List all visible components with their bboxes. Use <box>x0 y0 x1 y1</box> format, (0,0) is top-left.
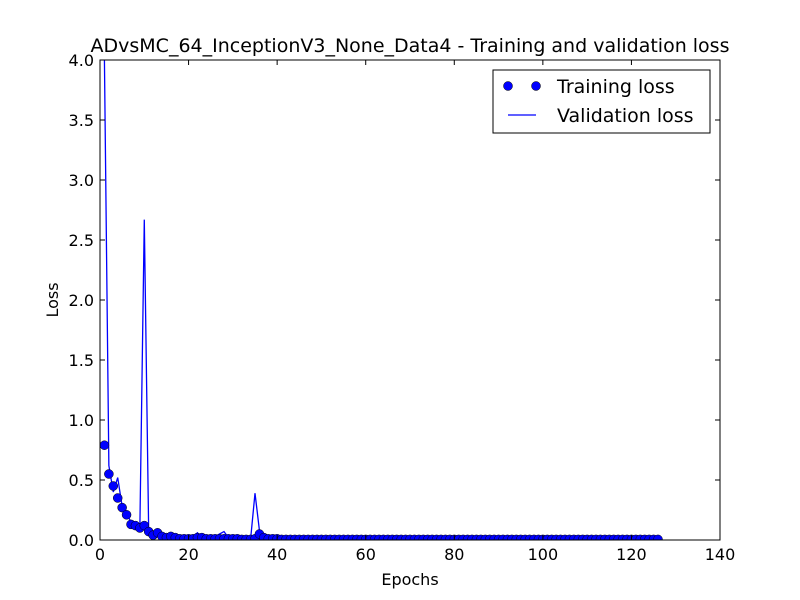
legend-training-label: Training loss <box>556 76 675 98</box>
y-axis: 0.0 0.5 1.0 1.5 2.0 2.5 3.0 3.5 4.0 <box>69 51 720 550</box>
y-tick-label: 3.0 <box>69 171 94 190</box>
y-tick-label: 2.5 <box>69 231 94 250</box>
legend-training-marker-2 <box>531 81 541 91</box>
y-axis-label: Loss <box>43 282 62 317</box>
training-loss-point <box>104 469 114 479</box>
x-tick-label: 120 <box>616 545 647 564</box>
x-tick-label: 100 <box>528 545 559 564</box>
legend: Training loss Validation loss <box>492 69 711 134</box>
training-loss-point <box>121 510 132 520</box>
chart-title: ADvsMC_64_InceptionV3_None_Data4 - Train… <box>91 35 730 57</box>
x-tick-label: 60 <box>356 545 376 564</box>
x-tick-label: 20 <box>178 545 198 564</box>
training-loss-point <box>108 481 119 491</box>
plot-data <box>100 60 663 540</box>
legend-training-marker-1 <box>503 81 513 91</box>
y-tick-label: 1.0 <box>69 411 94 430</box>
x-tick-label: 140 <box>705 545 736 564</box>
x-tick-label: 0 <box>95 545 105 564</box>
y-tick-label: 0.0 <box>69 531 94 550</box>
y-tick-label: 1.5 <box>69 351 94 370</box>
legend-validation-label: Validation loss <box>557 105 694 127</box>
training-loss-point <box>653 534 663 540</box>
y-tick-label: 0.5 <box>69 471 94 490</box>
training-loss-point <box>117 502 127 513</box>
y-tick-label: 3.5 <box>69 111 94 130</box>
x-tick-label: 40 <box>267 545 287 564</box>
x-axis: 0 20 40 60 80 100 120 140 <box>95 60 735 564</box>
legend-box <box>492 69 711 134</box>
x-tick-label: 80 <box>444 545 464 564</box>
training-loss-point <box>112 493 123 503</box>
training-loss-point <box>100 440 110 450</box>
y-tick-label: 2.0 <box>69 291 94 310</box>
y-tick-label: 4.0 <box>69 51 94 70</box>
x-axis-label: Epochs <box>381 570 438 589</box>
